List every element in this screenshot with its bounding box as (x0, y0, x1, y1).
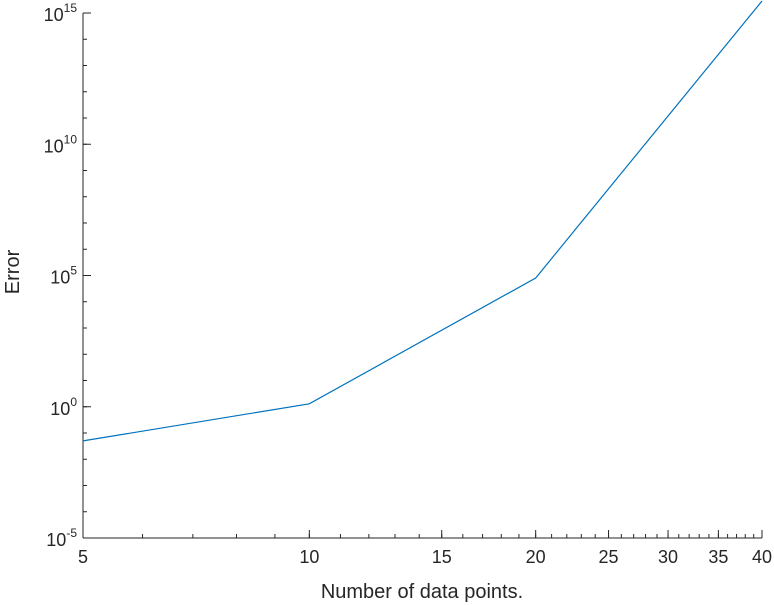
x-axis-label: Number of data points. (321, 581, 523, 603)
x-tick-label: 25 (599, 547, 619, 567)
y-tick-label: 10-5 (46, 526, 77, 550)
error-series-line (82, 0, 763, 442)
y-axis-label: Error (2, 249, 24, 294)
x-tick-label: 10 (299, 547, 319, 567)
x-tick-label: 5 (78, 547, 88, 567)
axes (82, 12, 763, 539)
x-tick-label: 35 (708, 547, 728, 567)
x-tick-label: 40 (752, 547, 772, 567)
x-tick-label: 30 (658, 547, 678, 567)
y-tick-label: 1015 (44, 1, 78, 25)
y-tick-label: 1010 (44, 132, 78, 156)
y-tick-label: 105 (50, 264, 77, 288)
x-tick-label: 15 (432, 547, 452, 567)
y-tick-label: 100 (50, 395, 77, 419)
x-tick-label: 20 (526, 547, 546, 567)
plot-area (82, 0, 763, 442)
